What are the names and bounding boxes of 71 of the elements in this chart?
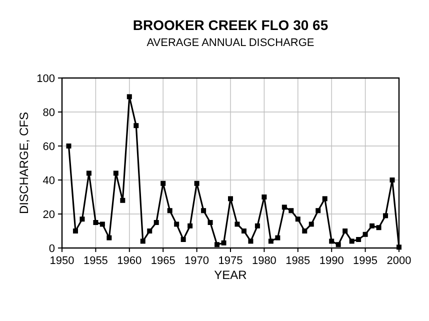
point [376,225,382,230]
point [140,238,146,244]
y-tick-label: 0 [48,243,55,255]
point [282,204,287,210]
point [214,242,220,248]
point [362,232,368,237]
chart-subtitle: AVERAGE ANNUAL DISCHARGE [146,37,314,49]
point [93,220,98,225]
x-axis-title: YEAR [214,268,248,282]
point [106,235,112,240]
point [134,123,139,128]
point [66,144,72,148]
y-tick-label: 20 [42,209,55,221]
point [295,216,300,222]
y-tick-label: 80 [42,107,55,119]
x-tick-label: 1950 [50,255,74,267]
point [154,220,159,225]
point [100,222,105,227]
point [322,196,328,202]
x-tick-label: 1960 [117,255,142,267]
point [316,208,321,214]
point [80,216,85,222]
point [208,220,213,225]
point [383,213,388,218]
point [356,237,362,242]
point [167,208,172,214]
x-tick-label: 1965 [150,255,176,267]
point [248,238,254,244]
y-axis-title: DISCHARGE, CFS [17,112,31,214]
point [234,222,240,227]
point [188,223,193,228]
point [329,238,334,244]
point [180,237,186,242]
point [370,223,375,228]
point [336,242,341,248]
point [147,228,152,234]
x-tick-label: 1980 [252,255,276,267]
point [160,180,166,186]
x-tick-label: 1995 [353,255,378,267]
point [268,238,274,244]
point [254,223,260,228]
x-tick-label: 1970 [184,255,210,267]
point [201,208,206,214]
point [241,228,246,234]
point [262,194,267,200]
point [228,196,233,202]
point [302,228,308,234]
y-tick-label: 60 [42,141,55,153]
x-tick-label: 2000 [386,255,412,267]
y-tick-label: 100 [36,73,55,85]
point [174,222,180,227]
point [288,208,294,214]
point [349,238,354,244]
point [86,170,92,176]
x-tick-label: 1985 [286,255,310,267]
point [113,170,118,176]
point [120,198,126,203]
point [194,180,200,186]
point [72,228,78,234]
point [390,178,395,182]
point [308,222,314,227]
point [126,94,132,100]
x-tick-label: 1990 [319,255,344,267]
x-tick-label: 1955 [83,255,108,267]
y-tick-label: 40 [42,175,55,187]
x-tick-label: 1975 [218,255,243,267]
point [221,240,226,246]
point [342,228,348,234]
point [396,244,402,250]
point [275,235,280,240]
chart-title: BROOKER CREEK FLO 30 65 [132,17,328,33]
